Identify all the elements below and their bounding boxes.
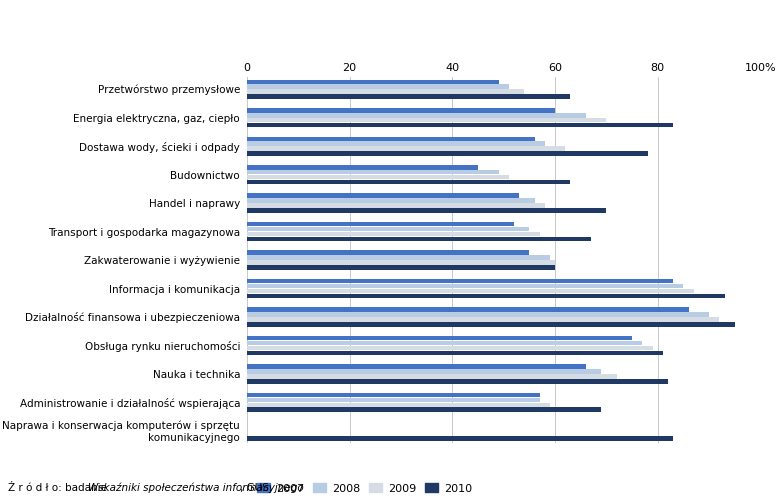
- Bar: [247, 109, 555, 113]
- Bar: [247, 209, 607, 213]
- Bar: [247, 289, 694, 294]
- Bar: [247, 398, 539, 402]
- Bar: [247, 180, 571, 185]
- Bar: [247, 393, 539, 397]
- Bar: [247, 95, 571, 100]
- Bar: [247, 369, 601, 374]
- Bar: [247, 119, 607, 123]
- Bar: [247, 137, 535, 142]
- Bar: [247, 147, 565, 152]
- Text: Wskaźniki społeczeństwa informacyjnego: Wskaźniki społeczeństwa informacyjnego: [88, 481, 303, 492]
- Text: DZIAŁALNOŚCI: DZIAŁALNOŚCI: [9, 39, 112, 52]
- Bar: [247, 403, 550, 407]
- Bar: [247, 336, 632, 341]
- Bar: [247, 436, 673, 441]
- Bar: [247, 294, 724, 299]
- Bar: [247, 175, 509, 180]
- Bar: [247, 227, 529, 232]
- Bar: [247, 351, 663, 355]
- Bar: [247, 237, 591, 242]
- Bar: [247, 80, 499, 85]
- Bar: [247, 85, 509, 90]
- Bar: [247, 313, 709, 317]
- Bar: [247, 114, 586, 118]
- Bar: [247, 142, 545, 147]
- Bar: [247, 170, 499, 175]
- Bar: [247, 166, 478, 170]
- Bar: [247, 365, 586, 369]
- Bar: [247, 222, 514, 227]
- Text: Ź r ó d ł o: badanie: Ź r ó d ł o: badanie: [8, 482, 110, 492]
- Bar: [247, 374, 617, 379]
- Bar: [247, 256, 550, 261]
- Bar: [247, 204, 545, 208]
- Bar: [247, 199, 535, 203]
- Bar: [247, 346, 652, 351]
- Bar: [247, 341, 642, 346]
- Bar: [247, 266, 555, 270]
- Bar: [247, 408, 601, 412]
- Bar: [247, 261, 555, 265]
- Bar: [247, 124, 673, 128]
- Bar: [247, 90, 524, 95]
- Bar: [247, 279, 673, 284]
- Legend: 2007, 2008, 2009, 2010: 2007, 2008, 2009, 2010: [252, 478, 477, 497]
- Bar: [247, 251, 529, 256]
- Bar: [247, 284, 684, 289]
- Bar: [247, 232, 539, 237]
- Bar: [247, 194, 519, 198]
- Bar: [247, 152, 648, 156]
- Bar: [247, 379, 668, 384]
- Text: SZEROKOPASMOWY DOSTĘP DO INTERNETU W PRZEDSIĘBIORSTWACH WEDŁUG RODZAJU: SZEROKOPASMOWY DOSTĘP DO INTERNETU W PRZ…: [9, 20, 636, 33]
- Bar: [247, 308, 688, 312]
- Text: , GUS.: , GUS.: [240, 482, 272, 492]
- Bar: [247, 318, 720, 322]
- Bar: [247, 323, 735, 327]
